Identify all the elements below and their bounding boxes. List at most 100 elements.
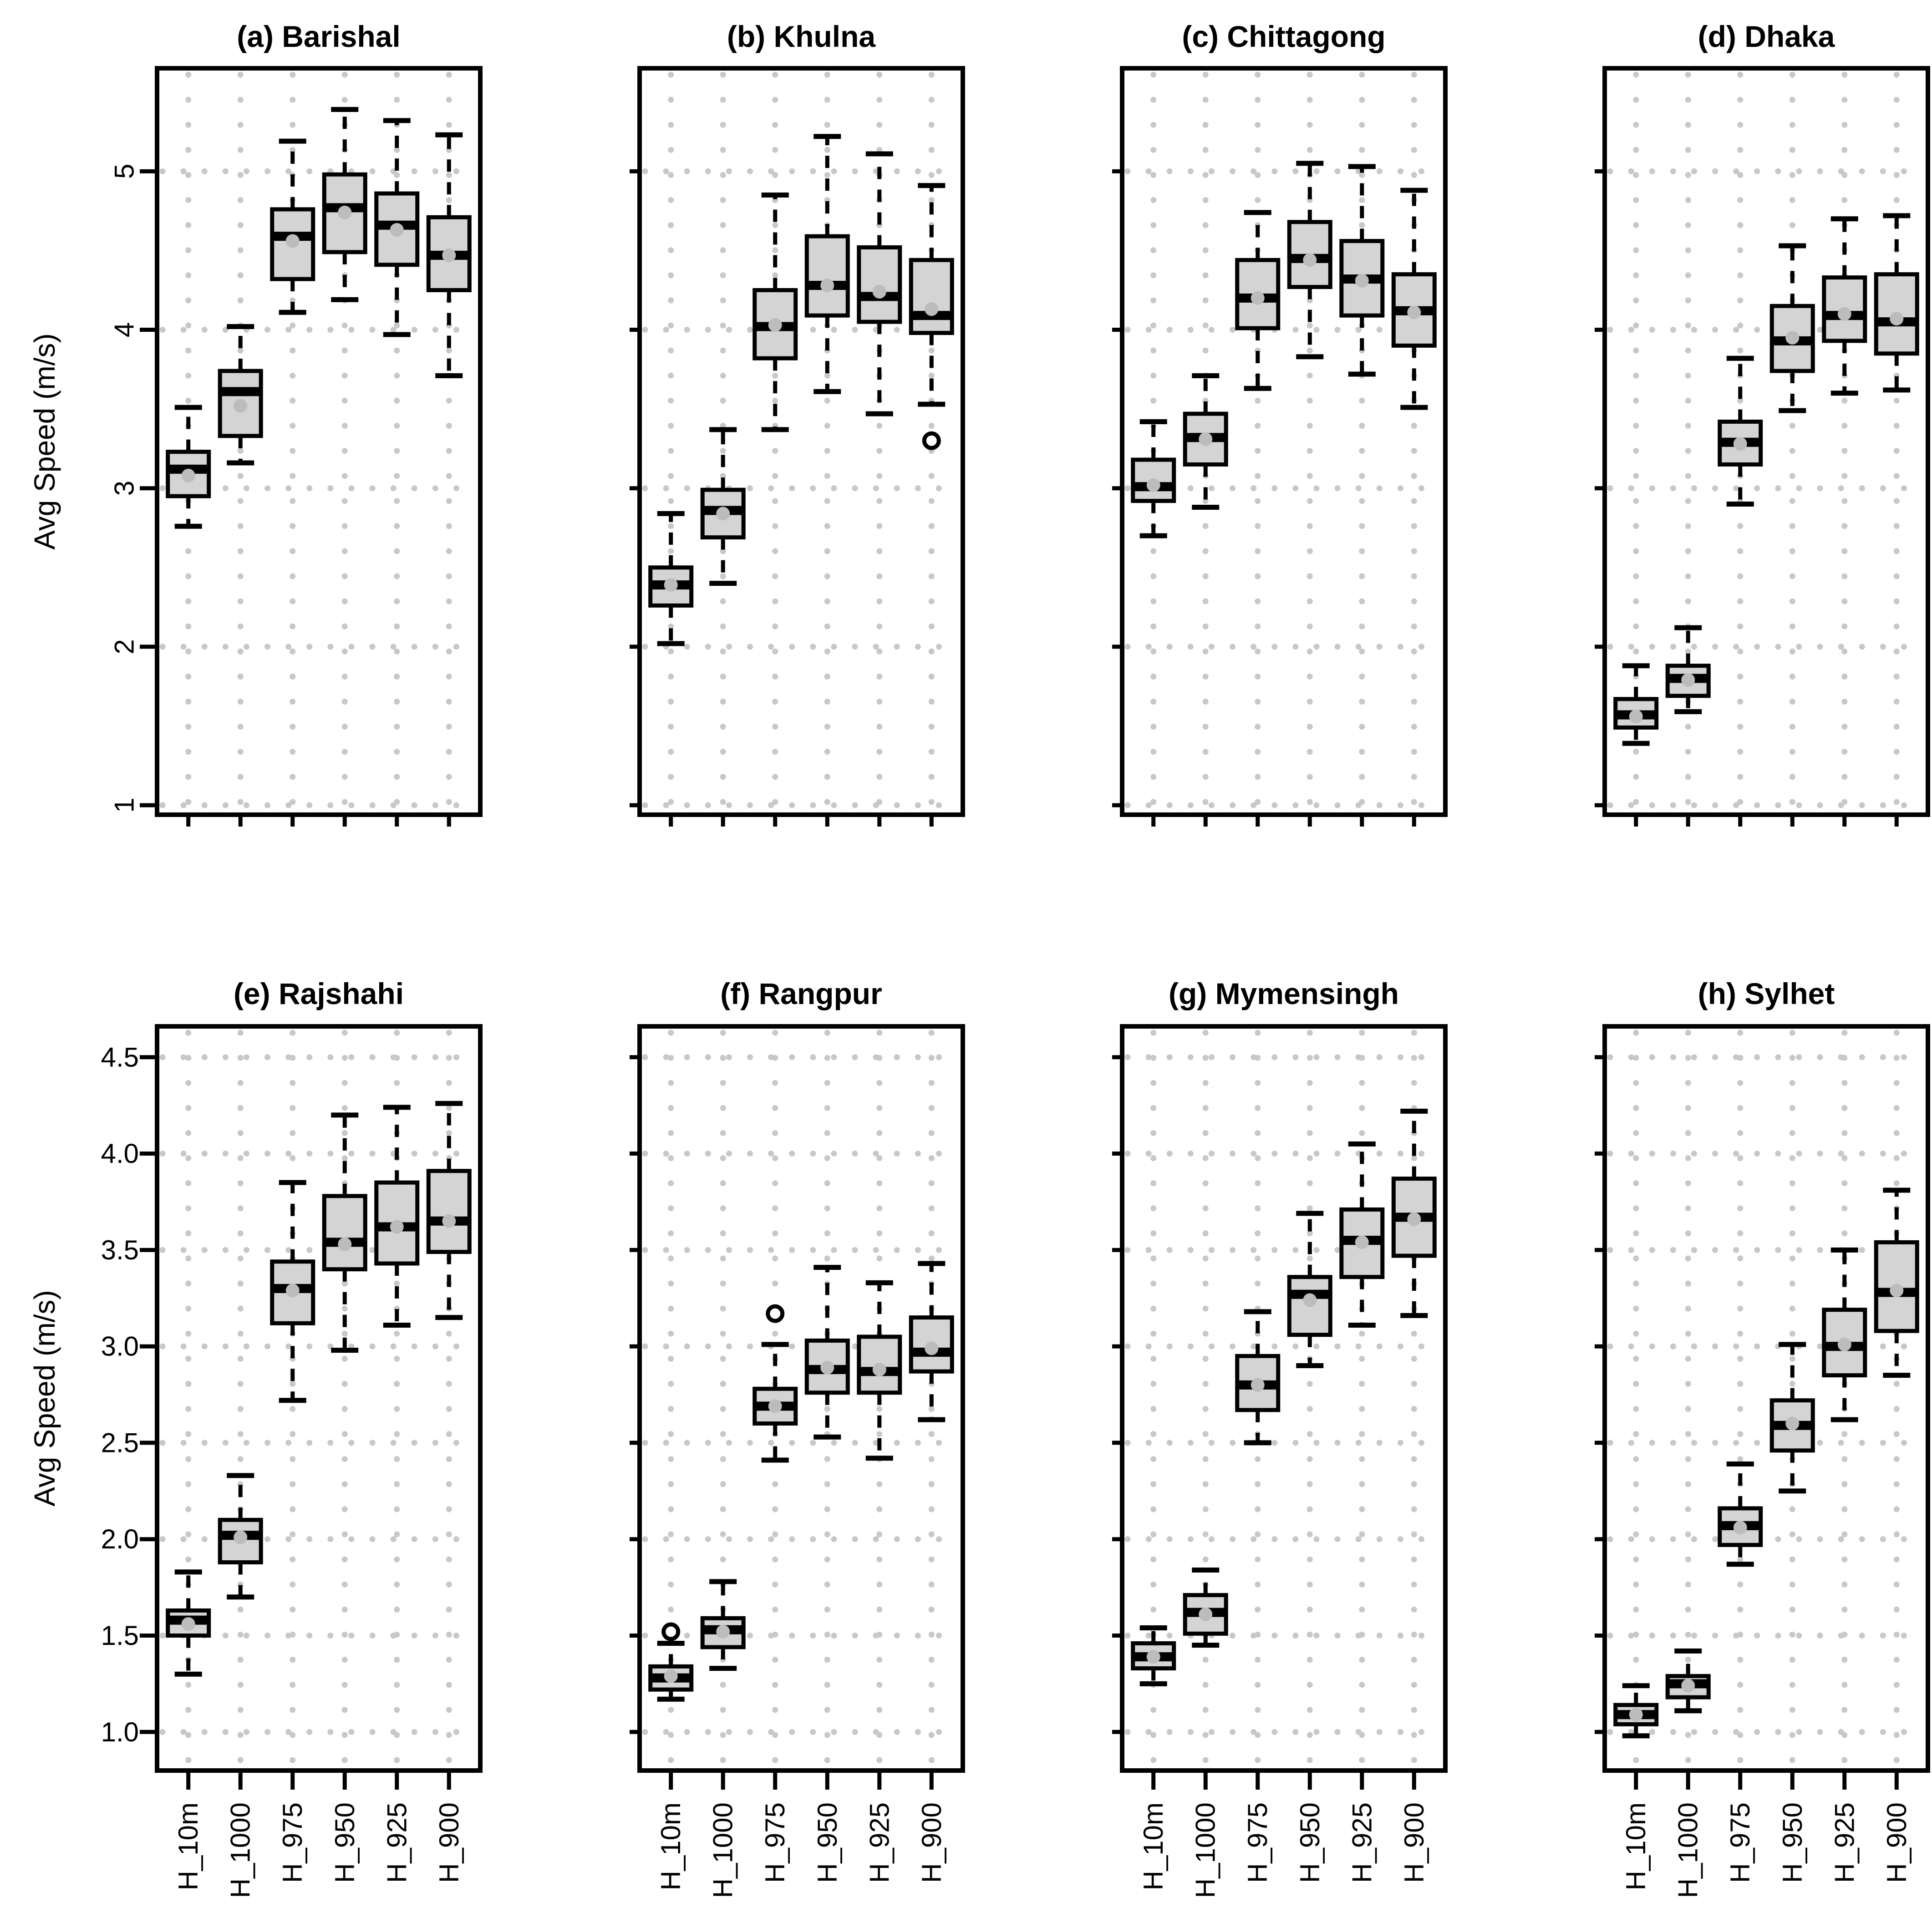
x-category-label: H_950: [1295, 1802, 1325, 1883]
panel-h: H_10m H_1000 H_975 H_950 H_925 H_900: [1595, 1024, 1930, 1898]
x-category-label: H_950: [1777, 1802, 1808, 1883]
outlier-point: [922, 431, 941, 450]
mean-dot: [925, 302, 939, 316]
mean-dot: [872, 1362, 886, 1376]
panel-border: [637, 1024, 965, 1773]
x-category-label: H_900: [1881, 1802, 1912, 1883]
boxplot-H_925: [374, 1105, 420, 1328]
boxplot-H_10m: [648, 511, 694, 646]
boxplot-H_950: [1769, 1342, 1815, 1494]
mean-dot: [1733, 1521, 1747, 1535]
mean-dot: [1146, 478, 1160, 492]
panel-g: H_10m H_1000 H_975 H_950 H_925 H_900: [1112, 1024, 1448, 1898]
boxplot-H_1000: [218, 1473, 263, 1600]
x-category-label: H_975: [760, 1802, 790, 1883]
mean-dot: [338, 1237, 352, 1251]
boxplot-H_900: [426, 132, 472, 378]
boxplot-H_925: [1339, 1141, 1385, 1328]
iqr-box: [166, 450, 211, 498]
mean-dot: [1355, 1235, 1369, 1249]
panel-title-b: (b) Khulna: [727, 20, 876, 53]
panel-title-e: (e) Rajshahi: [233, 977, 404, 1010]
boxplot-H_975: [1235, 1309, 1281, 1446]
boxplot-H_10m: [648, 1622, 694, 1702]
mean-dot: [234, 399, 248, 413]
boxplot-H_900: [1391, 1108, 1437, 1318]
boxplot-H_975: [270, 138, 315, 315]
x-category-label: H_975: [277, 1802, 308, 1883]
x-category-label: H_1000: [1190, 1802, 1221, 1898]
boxplot-H_975: [752, 1304, 798, 1463]
mean-dot: [442, 1214, 456, 1228]
mean-dot: [716, 507, 730, 521]
iqr-box: [322, 1194, 367, 1272]
boxplot-H_975: [752, 193, 798, 432]
boxplot-H_1000: [1665, 625, 1711, 715]
mean-dot: [1251, 1378, 1265, 1392]
boxplot-H_1000: [218, 324, 263, 466]
mean-dot: [1199, 1607, 1213, 1621]
mean-dot: [442, 248, 456, 262]
mean-dot: [1199, 432, 1213, 446]
boxplot-H_10m: [1131, 1625, 1176, 1686]
x-category-label: H_975: [1725, 1802, 1755, 1883]
x-category-label: H_900: [434, 1802, 464, 1883]
boxplot-H_10m: [166, 1569, 211, 1677]
panel-d: [1595, 66, 1930, 827]
mean-dot: [338, 205, 352, 219]
mean-dot: [390, 223, 404, 237]
iqr-box: [1874, 1240, 1919, 1333]
boxplot-H_900: [1391, 188, 1437, 410]
panel-border: [1120, 1024, 1448, 1773]
panel-border: [155, 66, 483, 817]
iqr-box: [426, 1169, 472, 1254]
boxplot-H_925: [857, 151, 902, 416]
panel-a: 1 2 3 4 5: [109, 66, 483, 827]
boxplot-H_10m: [166, 405, 211, 529]
panel-border: [155, 1024, 483, 1773]
mean-dot: [1146, 1650, 1160, 1664]
boxplot-H_975: [270, 1180, 315, 1403]
boxplot-H_10m: [1613, 1683, 1659, 1739]
iqr-box: [804, 234, 850, 318]
mean-dot: [1629, 710, 1643, 724]
mean-dot: [820, 279, 834, 293]
boxplot-H_900: [909, 1261, 954, 1422]
mean-dot: [285, 1284, 300, 1298]
mean-dot: [1407, 305, 1421, 320]
panel-title-d: (d) Dhaka: [1698, 20, 1835, 53]
y-tick-label: 1.5: [101, 1620, 139, 1651]
boxplot-H_1000: [1183, 373, 1228, 510]
iqr-box: [857, 245, 902, 324]
y-tick-label: 3: [109, 481, 140, 496]
x-category-label: H_975: [1242, 1802, 1273, 1883]
boxplot-H_950: [1287, 161, 1332, 360]
mean-dot: [925, 1341, 939, 1355]
mean-dot: [181, 1617, 195, 1631]
x-category-label: H_925: [1347, 1802, 1377, 1883]
mean-dot: [1303, 253, 1317, 267]
boxplot-H_925: [1822, 216, 1867, 396]
panel-border: [1602, 1024, 1930, 1773]
x-category-label: H_1000: [1673, 1802, 1703, 1898]
mean-dot: [664, 1669, 678, 1683]
y-tick-label: 3.0: [101, 1331, 139, 1362]
x-category-label: H_1000: [225, 1802, 256, 1898]
boxplot-H_950: [322, 1112, 367, 1353]
boxplot-H_975: [1235, 210, 1281, 391]
panel-border: [1602, 66, 1930, 817]
boxplot-H_1000: [1183, 1567, 1228, 1648]
x-category-label: H_950: [812, 1802, 843, 1883]
panel-title-f: (f) Rangpur: [720, 977, 882, 1010]
mean-dot: [1785, 330, 1800, 345]
boxplot-H_900: [1874, 213, 1919, 393]
mean-dot: [1837, 307, 1851, 321]
boxplot-H_925: [1339, 164, 1385, 377]
boxplot-H_925: [1822, 1247, 1867, 1422]
mean-dot: [181, 468, 195, 482]
y-tick-label: 2.0: [101, 1524, 139, 1554]
iqr-box: [909, 258, 954, 335]
panel-f: H_10m H_1000 H_975 H_950 H_925 H_900: [630, 1024, 965, 1898]
mean-dot: [1890, 1284, 1904, 1298]
